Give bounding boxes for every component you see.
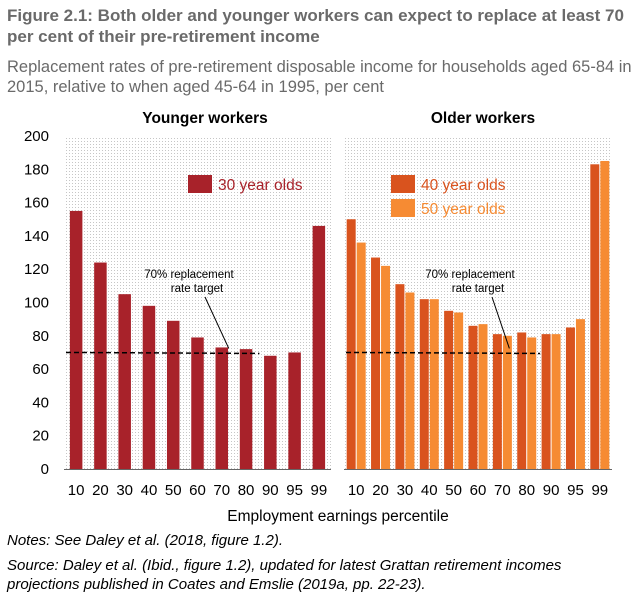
legend-label-30-year-olds: 30 year olds	[218, 177, 303, 194]
legend-swatch-30-year-olds	[188, 175, 212, 193]
bar-50-year-olds-20	[381, 265, 391, 469]
x-tick-label: 40	[421, 482, 438, 499]
x-tick-label: 30	[116, 482, 133, 499]
y-tick-label: 20	[32, 428, 49, 445]
figure-source: Source: Daley et al. (Ibid., figure 1.2)…	[7, 557, 562, 593]
target-annotation-pointer	[204, 296, 230, 349]
y-tick-label: 0	[41, 461, 49, 478]
bar-30-year-olds-40	[142, 305, 156, 469]
bar-40-year-olds-99	[590, 164, 600, 469]
bar-30-year-olds-99	[312, 225, 326, 469]
figure-subtitle: Replacement rates of pre-retirement disp…	[7, 58, 632, 96]
bar-50-year-olds-10	[356, 242, 366, 469]
y-tick-label: 200	[24, 128, 49, 145]
x-tick-label: 95	[567, 482, 584, 499]
target-annotation-pointer	[491, 296, 510, 349]
x-tick-label: 30	[397, 482, 414, 499]
y-tick-label: 40	[32, 394, 49, 411]
x-tick-label: 70	[213, 482, 230, 499]
x-tick-label: 50	[165, 482, 182, 499]
x-axis-title: Employment earnings percentile	[227, 508, 448, 525]
bar-30-year-olds-60	[191, 337, 204, 469]
bar-50-year-olds-40	[429, 299, 439, 469]
target-annotation-line2: rate target	[171, 283, 224, 295]
x-tick-label: 90	[543, 482, 560, 499]
bar-40-year-olds-90	[541, 334, 551, 469]
bar-50-year-olds-80	[527, 337, 537, 469]
bar-40-year-olds-10	[346, 219, 356, 469]
bar-30-year-olds-30	[118, 294, 131, 469]
bar-50-year-olds-99	[600, 160, 610, 469]
x-tick-label: 80	[238, 482, 255, 499]
target-annotation-line1: 70% replacement	[144, 269, 234, 281]
bar-50-year-olds-30	[405, 292, 415, 469]
legend-label-50-year-olds: 50 year olds	[421, 201, 506, 218]
y-tick-label: 100	[24, 295, 49, 312]
x-tick-label: 60	[189, 482, 206, 499]
bar-30-year-olds-90	[264, 355, 277, 469]
figure-title: Figure 2.1: Both older and younger worke…	[7, 6, 624, 46]
y-tick-label: 140	[24, 228, 49, 245]
bar-40-year-olds-40	[419, 299, 429, 469]
x-tick-label: 10	[348, 482, 365, 499]
legend-label-40-year-olds: 40 year olds	[421, 177, 506, 194]
y-tick-label: 120	[24, 261, 49, 278]
x-tick-label: 80	[518, 482, 535, 499]
bar-50-year-olds-70	[502, 335, 512, 469]
x-tick-label: 40	[141, 482, 158, 499]
y-tick-label: 180	[24, 161, 49, 178]
bar-40-year-olds-30	[395, 284, 405, 469]
x-tick-label: 70	[494, 482, 511, 499]
bar-30-year-olds-50	[166, 320, 180, 469]
bar-40-year-olds-80	[517, 332, 527, 469]
legend-swatch-40-year-olds	[391, 175, 415, 193]
target-annotation-line2: rate target	[452, 283, 505, 295]
bar-50-year-olds-60	[478, 324, 488, 469]
x-tick-label: 99	[591, 482, 608, 499]
x-tick-label: 20	[92, 482, 109, 499]
x-tick-label: 90	[262, 482, 279, 499]
bar-30-year-olds-10	[69, 210, 83, 470]
x-tick-label: 95	[286, 482, 303, 499]
y-tick-label: 160	[24, 195, 49, 212]
y-tick-label: 60	[32, 361, 49, 378]
bar-50-year-olds-95	[575, 319, 585, 469]
bar-30-year-olds-80	[239, 349, 253, 469]
panel-title-younger-workers: Younger workers	[142, 110, 267, 127]
x-tick-label: 50	[445, 482, 462, 499]
x-tick-label: 99	[311, 482, 328, 499]
figure-notes: Notes: See Daley et al. (2018, figure 1.…	[7, 532, 283, 549]
x-tick-label: 60	[470, 482, 487, 499]
bar-40-year-olds-50	[444, 310, 454, 469]
x-tick-label: 10	[68, 482, 85, 499]
bar-30-year-olds-20	[94, 262, 107, 469]
bar-40-year-olds-20	[371, 257, 381, 469]
bar-50-year-olds-90	[551, 334, 561, 469]
bar-40-year-olds-70	[492, 334, 502, 469]
bar-30-year-olds-95	[288, 352, 301, 469]
bar-40-year-olds-60	[468, 325, 478, 469]
x-tick-label: 20	[372, 482, 389, 499]
target-line	[65, 351, 260, 355]
target-line	[345, 351, 541, 355]
bar-50-year-olds-50	[454, 312, 464, 469]
panel-title-older-workers: Older workers	[431, 110, 535, 127]
legend-swatch-50-year-olds	[391, 199, 415, 217]
target-annotation-line1: 70% replacement	[425, 269, 515, 281]
bar-chart: Younger workers Older workers Employment…	[24, 110, 612, 525]
bar-30-year-olds-70	[215, 347, 229, 469]
y-tick-label: 80	[32, 328, 49, 345]
bar-40-year-olds-95	[565, 327, 575, 469]
